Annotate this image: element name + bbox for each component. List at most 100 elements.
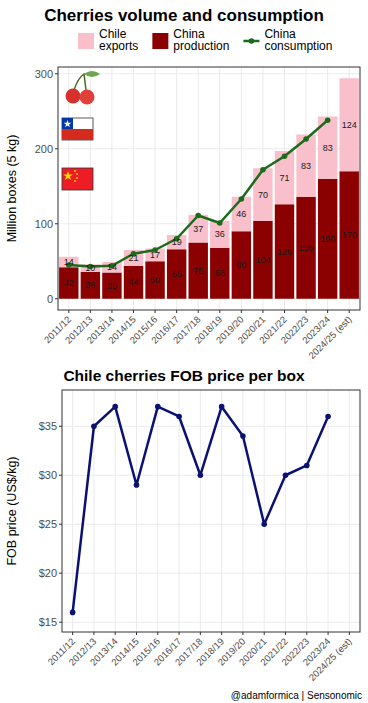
point (217, 220, 223, 226)
legend-label: Chileexports (99, 27, 138, 53)
point (304, 463, 310, 469)
bar (340, 78, 359, 171)
y-tick-label: 200 (35, 143, 53, 155)
bar (81, 272, 100, 299)
legend-label: Chinaconsumption (264, 27, 332, 53)
data-label: 37 (193, 224, 203, 234)
point (325, 117, 331, 123)
data-label: 36 (85, 280, 95, 290)
bar (145, 261, 164, 299)
bar (210, 221, 229, 248)
data-label: 170 (342, 230, 357, 240)
flag-star (64, 120, 72, 127)
data-label: 66 (172, 269, 182, 279)
icons (62, 71, 100, 190)
data-label: 19 (172, 237, 182, 247)
line (73, 407, 328, 613)
bar (232, 197, 251, 232)
plot-background (58, 67, 360, 310)
point (325, 414, 331, 420)
bar (102, 262, 121, 273)
grid-line-y (62, 426, 360, 427)
cherry-stem (74, 74, 86, 90)
line (69, 120, 328, 266)
credit: @adamformica | Sensonomic (231, 690, 362, 701)
chart-title: Chile cherries FOB price per box (63, 367, 305, 384)
flag-chile-blue (62, 118, 73, 129)
data-label: 14 (64, 257, 74, 267)
y-tick-label: $30 (39, 469, 57, 481)
cherry-leaf (84, 71, 100, 77)
point (91, 423, 97, 429)
grid-line-y (58, 73, 360, 74)
plot-border (62, 390, 360, 632)
y-tick-label: $35 (39, 420, 57, 432)
data-label: 75 (193, 266, 203, 276)
flag-small-star (76, 177, 78, 179)
data-label: 83 (301, 161, 311, 171)
bar (296, 197, 315, 299)
point (70, 610, 76, 616)
y-tick-label: $15 (39, 616, 57, 628)
flag-small-star (74, 170, 76, 172)
point (239, 196, 245, 202)
y-tick-label: 100 (35, 218, 53, 230)
legend-key-marker (249, 38, 255, 44)
bar (253, 221, 272, 299)
data-label: 83 (323, 143, 333, 153)
grid-line-y (62, 573, 360, 574)
data-label: 160 (320, 234, 335, 244)
figure: 01002003002011/122012/132013/142014/1520… (0, 0, 368, 703)
legend-label-line: production (173, 39, 229, 53)
data-label: 14 (107, 262, 117, 272)
chart-title: Cherries volume and consumption (44, 6, 324, 25)
bar (232, 231, 251, 299)
x-tick-label: 2024/25 (est) (306, 314, 353, 361)
data-label: 35 (107, 281, 117, 291)
flag-chile (62, 118, 93, 140)
cherry (80, 90, 95, 105)
point (282, 153, 288, 159)
data-label: 124 (342, 120, 357, 130)
bar (318, 179, 337, 299)
flag-small-star (76, 173, 78, 175)
bar (340, 171, 359, 299)
data-label: 36 (215, 229, 225, 239)
point (283, 472, 289, 478)
data-label: 90 (236, 260, 246, 270)
grid-line-y (62, 524, 360, 525)
legend-key (78, 33, 94, 49)
point (219, 404, 225, 410)
legend: Chileexports Chinaproduction Chinaconsumpt… (78, 27, 332, 53)
data-label: 10 (85, 263, 95, 273)
data-label: 42 (64, 278, 74, 288)
data-label: 104 (255, 255, 270, 265)
cherry (66, 89, 81, 104)
legend-label: Chinaproduction (173, 27, 229, 53)
point (155, 404, 161, 410)
data-label: 46 (236, 209, 246, 219)
flag-chile-red (62, 129, 93, 140)
legend-key (152, 33, 168, 49)
data-label: 71 (279, 173, 289, 183)
data-label: 17 (150, 250, 160, 260)
point (240, 433, 246, 439)
point (195, 213, 201, 219)
grid-line-y (62, 622, 360, 623)
data-label: 136 (299, 243, 314, 253)
grid-line-y (62, 475, 360, 476)
bar (253, 168, 272, 221)
bar (167, 249, 186, 299)
y-axis-label: FOB price (US$/kg) (5, 456, 19, 565)
point (176, 414, 182, 420)
plot-marks (70, 404, 331, 615)
flag-star (63, 171, 73, 180)
y-tick-label: 0 (47, 293, 53, 305)
y-tick-label: $20 (39, 567, 57, 579)
bar (102, 273, 121, 299)
data-label: 44 (128, 277, 138, 287)
y-tick-label: $25 (39, 518, 57, 530)
legend-label-line: consumption (264, 39, 332, 53)
data-label: 70 (258, 190, 268, 200)
point (261, 521, 267, 527)
